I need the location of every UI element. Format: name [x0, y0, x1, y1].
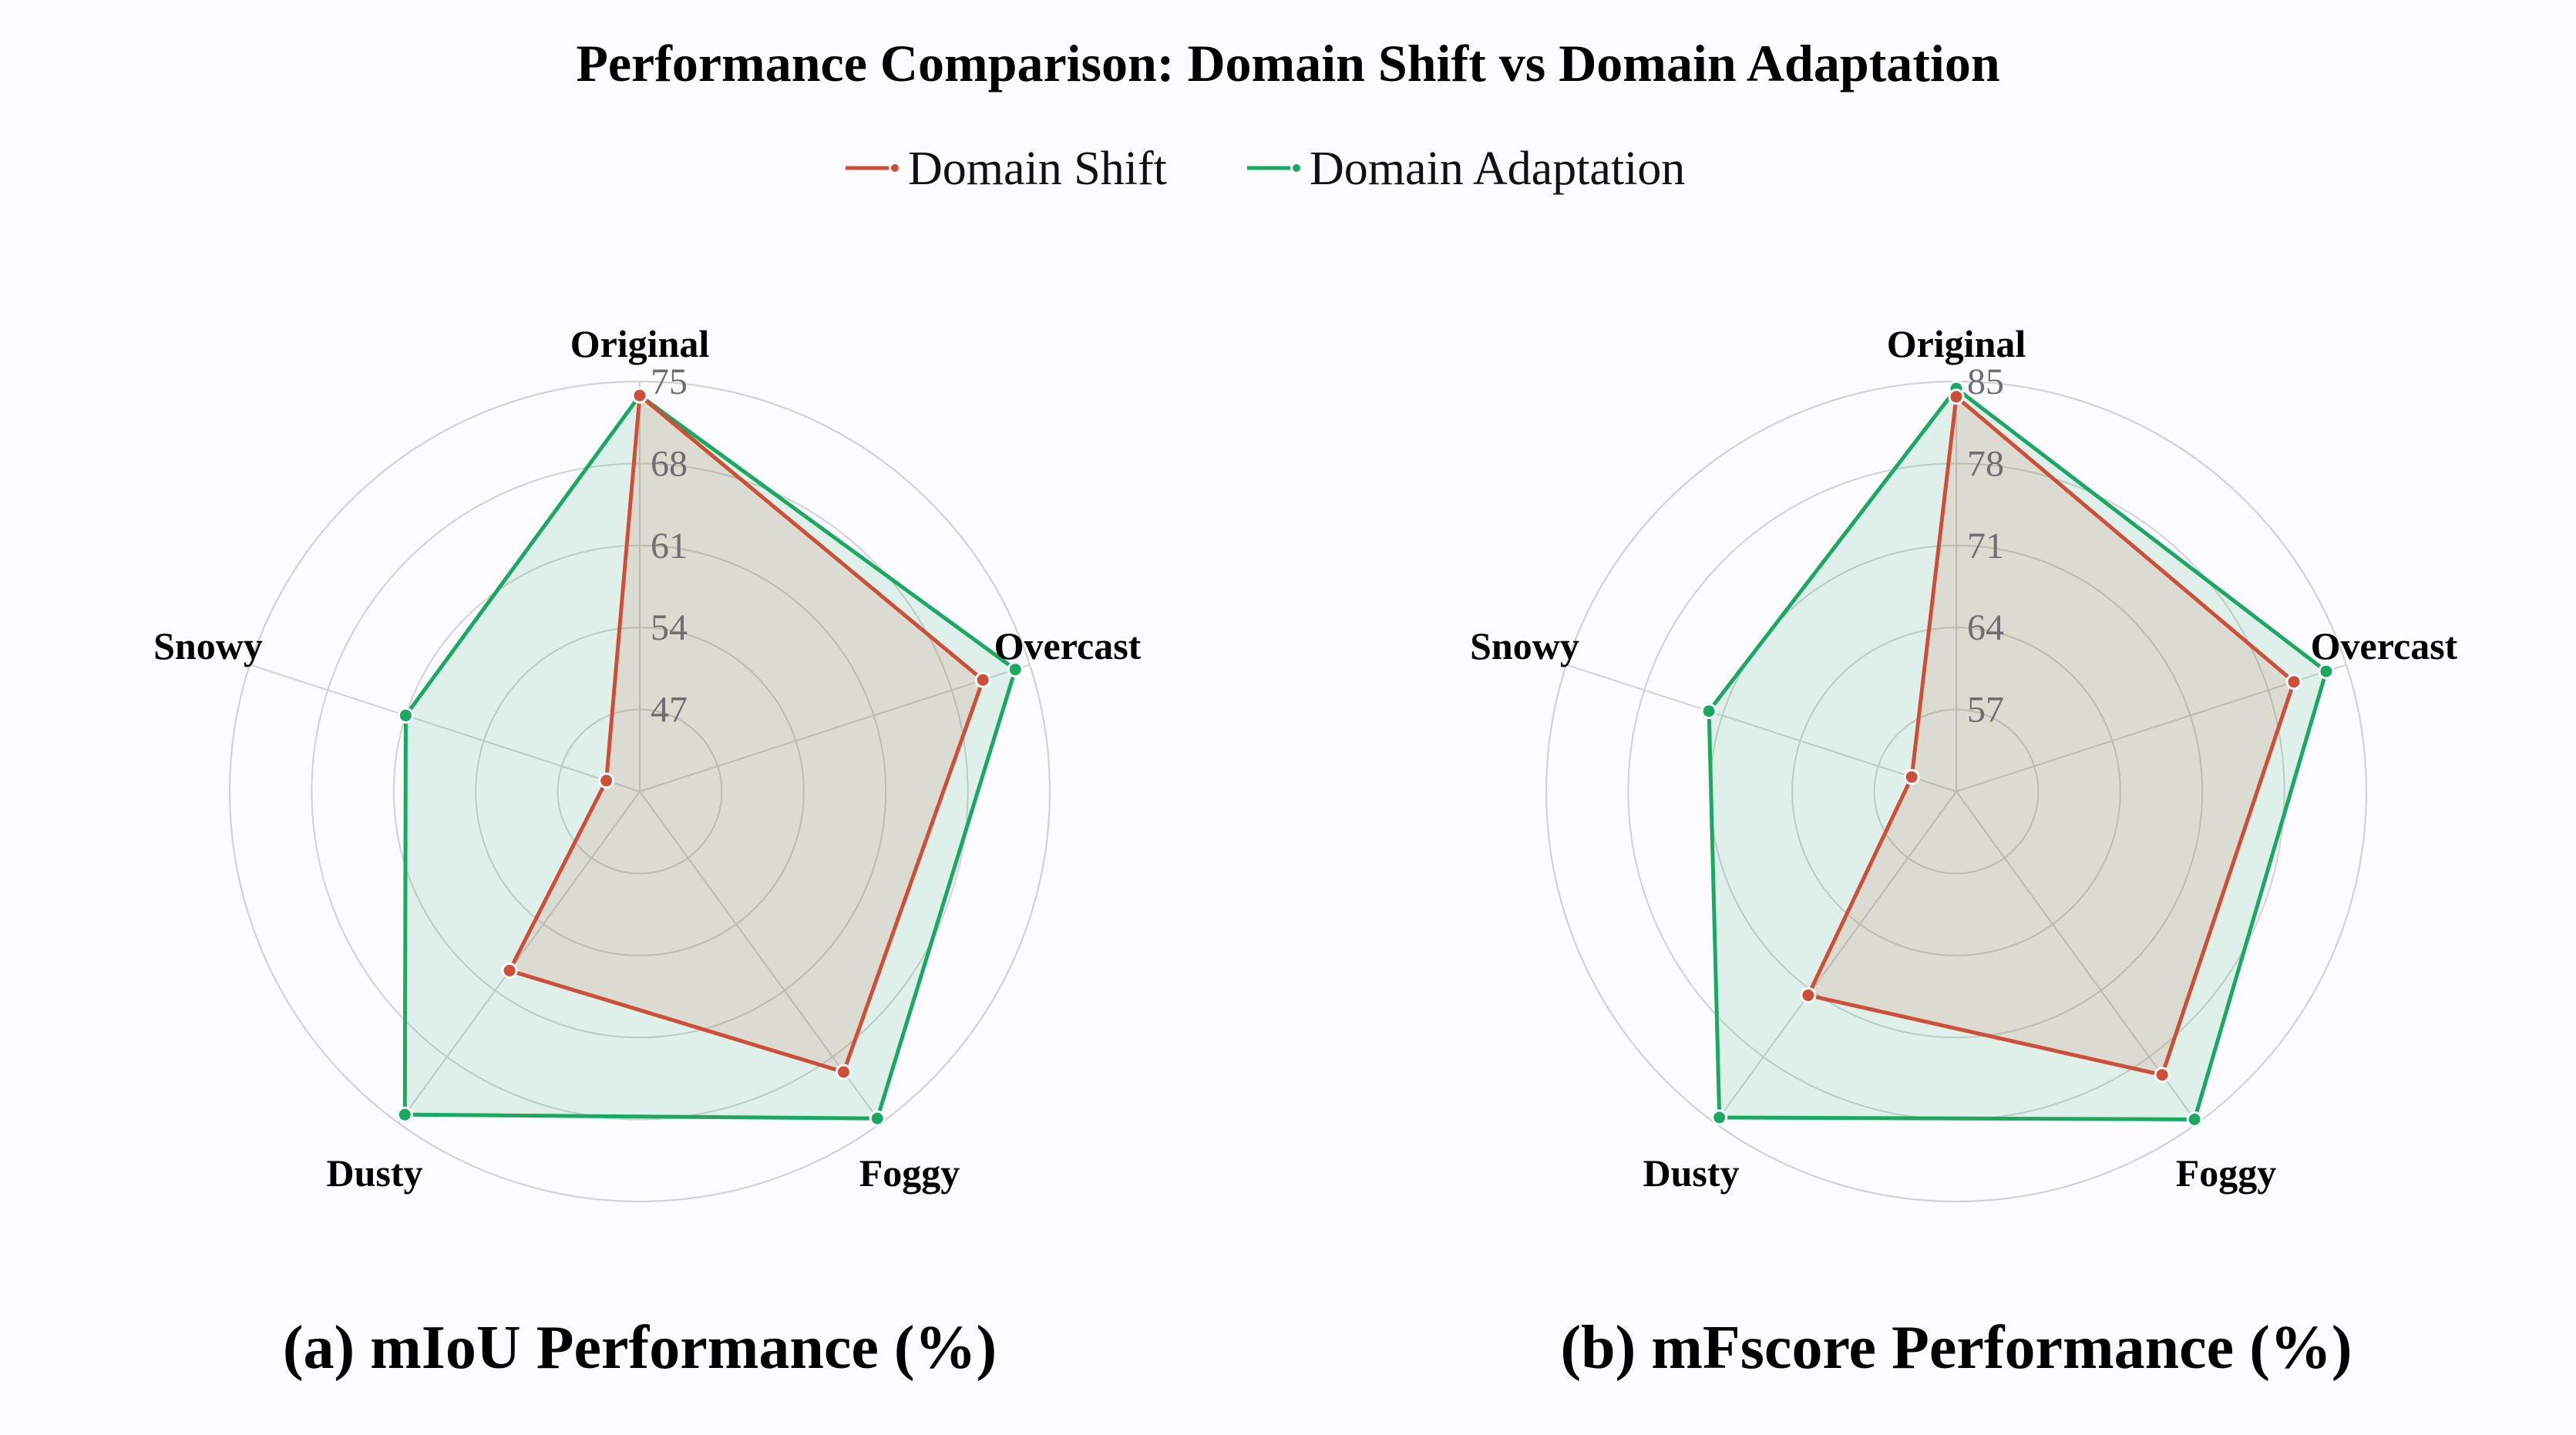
- legend-item-domain-adaptation: Domain Adaptation: [1247, 143, 1685, 195]
- axis-label-snowy: Snowy: [1470, 624, 1579, 667]
- axis-label-foggy: Foggy: [859, 1151, 960, 1195]
- legend-item-domain-shift: Domain Shift: [846, 143, 1167, 195]
- point-domain-shift-overcast: [974, 671, 991, 688]
- point-domain-adaptation-overcast: [2318, 663, 2335, 680]
- series-area-domain-adaptation: [1707, 386, 2329, 1121]
- point-domain-adaptation-foggy: [2186, 1111, 2203, 1128]
- tick-label: 47: [651, 690, 688, 731]
- point-domain-adaptation-snowy: [1700, 703, 1717, 720]
- tick-label: 64: [1967, 607, 2004, 648]
- point-domain-shift-foggy: [836, 1064, 852, 1080]
- spoke-dusty: [1714, 791, 1957, 1124]
- series-area-domain-shift: [1806, 395, 2296, 1077]
- point-domain-shift-dusty: [1800, 986, 1817, 1003]
- point-domain-adaptation-dusty: [1711, 1109, 1728, 1126]
- point-domain-adaptation-overcast: [1007, 661, 1024, 678]
- tick-label: 54: [651, 607, 688, 648]
- spoke-overcast: [1956, 664, 2347, 792]
- point-domain-adaptation-dusty: [396, 1106, 413, 1123]
- point-domain-adaptation-foggy: [869, 1110, 886, 1127]
- axis-label-original: Original: [1887, 322, 2026, 365]
- subplot-title: (a) mIoU Performance (%): [283, 1314, 997, 1382]
- spoke-snowy: [249, 664, 641, 792]
- axis-label-overcast: Overcast: [2311, 624, 2458, 667]
- legend-marker-domain-shift: [891, 164, 899, 172]
- spoke-dusty: [398, 791, 641, 1124]
- axis-label-foggy: Foggy: [2176, 1151, 2277, 1195]
- series-area-domain-shift: [507, 393, 985, 1074]
- axis-label-overcast: Overcast: [994, 624, 1142, 667]
- tick-label: 61: [651, 526, 688, 566]
- axis-label-original: Original: [570, 322, 710, 365]
- axis-label-dusty: Dusty: [326, 1151, 422, 1195]
- spoke-snowy: [1565, 664, 1957, 792]
- point-domain-adaptation-snowy: [397, 707, 414, 724]
- point-domain-shift-foggy: [2154, 1067, 2171, 1084]
- series-area-domain-adaptation: [402, 393, 1017, 1121]
- point-domain-shift-snowy: [1903, 768, 1920, 785]
- axis-label-snowy: Snowy: [153, 624, 263, 667]
- tick-label: 68: [651, 443, 688, 484]
- spoke-overcast: [639, 664, 1031, 792]
- point-domain-shift-original: [1948, 388, 1965, 405]
- tick-label: 78: [1967, 443, 2004, 484]
- tick-label: 71: [1967, 526, 2004, 566]
- tick-label: 85: [1967, 361, 2004, 402]
- axis-label-dusty: Dusty: [1643, 1151, 1739, 1195]
- point-domain-shift-overcast: [2285, 674, 2302, 691]
- figure-title: Performance Comparison: Domain Shift vs …: [576, 34, 1999, 92]
- spoke-foggy: [1956, 791, 2198, 1124]
- subplot-title: (b) mFscore Performance (%): [1561, 1314, 2352, 1382]
- point-domain-shift-original: [631, 387, 648, 404]
- legend-marker-domain-adaptation: [1293, 164, 1300, 172]
- legend-label-domain-adaptation: Domain Adaptation: [1310, 143, 1685, 195]
- tick-label: 75: [651, 361, 688, 402]
- point-domain-shift-dusty: [501, 962, 518, 979]
- point-domain-shift-snowy: [598, 772, 615, 789]
- legend: Domain Shift Domain Adaptation: [846, 143, 1685, 195]
- legend-label-domain-shift: Domain Shift: [908, 143, 1167, 195]
- tick-label: 57: [1967, 690, 2004, 731]
